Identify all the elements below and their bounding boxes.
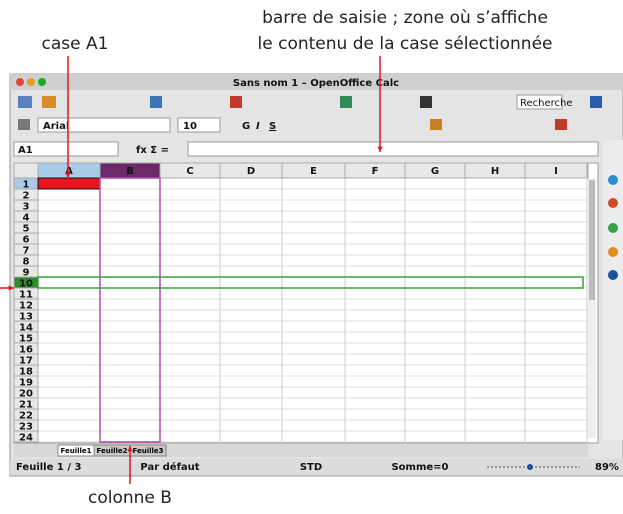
formula-icons[interactable]: fx Σ = (136, 145, 169, 156)
column-label: D (247, 166, 255, 177)
screenshot: barre de saisie ; zone où s’affiche le c… (0, 0, 623, 514)
name-box-text: A1 (18, 145, 33, 156)
zoom[interactable] (38, 78, 46, 86)
column-label: G (431, 166, 439, 177)
window-title: Sans nom 1 – OpenOffice Calc (233, 78, 399, 89)
grid (14, 163, 598, 443)
close[interactable] (16, 78, 24, 86)
sheet-tab-label: Feuille2 (96, 447, 127, 455)
column-label: C (186, 166, 193, 177)
status-sum: Somme=0 (391, 462, 448, 473)
sheet-tab-label: Feuille3 (132, 447, 163, 455)
column-label: B (126, 166, 134, 177)
font-name: Arial (43, 121, 69, 132)
zoom-thumb[interactable] (527, 464, 533, 470)
italic-button[interactable]: I (256, 121, 260, 132)
annotation: le contenu de la case sélectionnée (258, 34, 553, 54)
column-label: E (310, 166, 317, 177)
status-style: Par défaut (140, 461, 199, 473)
bold-button[interactable]: G (242, 121, 250, 132)
scroll-thumb[interactable] (589, 180, 595, 300)
row-label: 24 (19, 433, 33, 444)
annotation: barre de saisie ; zone où s’affiche (262, 8, 548, 28)
underline-button[interactable]: S (269, 121, 276, 132)
column-label: F (372, 166, 379, 177)
column-label: H (491, 166, 499, 177)
formula-bar[interactable] (188, 142, 598, 156)
minimize[interactable] (27, 78, 35, 86)
status-sheet: Feuille 1 / 3 (16, 462, 81, 473)
status-zoom: 89% (595, 462, 619, 473)
status-mode: STD (300, 462, 322, 473)
font-size: 10 (183, 121, 197, 132)
column-label: I (554, 166, 558, 177)
selected-cell[interactable] (38, 178, 100, 189)
sheet-tab-label: Feuille1 (60, 447, 91, 455)
annotation: colonne B (88, 488, 172, 508)
annotation: case A1 (42, 34, 109, 54)
search-text: Recherche (520, 98, 573, 109)
